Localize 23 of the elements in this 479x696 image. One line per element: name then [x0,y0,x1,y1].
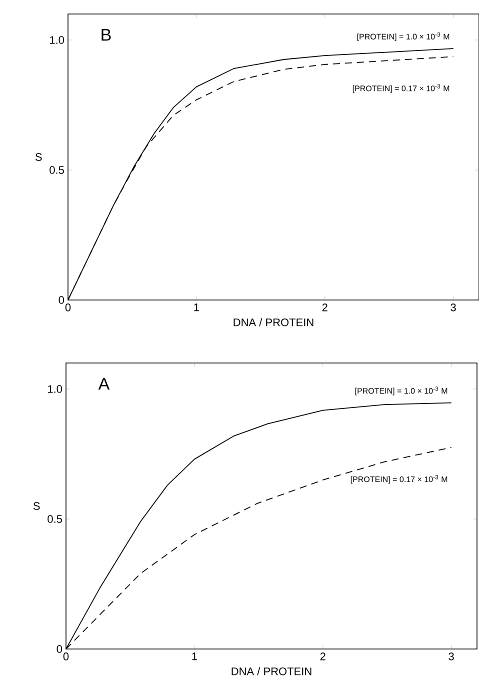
series-label: [PROTEIN] = 0.17 × 10$^{-3}$ M [350,475,447,484]
annotation: B [102,28,111,41]
x-tick-label: 2 [320,652,326,660]
x-axis-title: DNA / PROTEIN [232,667,312,676]
text: [PROTEIN] = 0.17 × 10$^{-3}$ M [352,84,449,93]
x-tick-label: 3 [450,304,456,312]
y-tick-label: 1.0 [50,36,64,44]
x-tick-label: 1 [194,304,199,312]
y-tick-label: 1.0 [48,385,62,393]
y-tick-label: 0 [56,645,62,653]
y-axis-title: S [35,153,42,161]
y-axis-title: S [33,502,40,510]
x-tick-label: 0 [65,304,70,312]
x-tick-label: 2 [322,304,328,312]
x-tick-label: 3 [448,652,454,660]
series-label: [PROTEIN] = 1.0 × 10$^{-3}$ M [357,32,449,42]
y-tick-label: 0.5 [49,166,64,174]
annotation: A [98,378,110,390]
y-tick-label: 0 [58,296,64,304]
series-label: [PROTEIN] = 1.0 × 10$^{-3}$ M [355,386,447,396]
x-tick-label: 1 [192,652,197,660]
y-tick-label: 0.5 [47,515,62,523]
x-axis-title: DNA / PROTEIN [234,318,314,326]
